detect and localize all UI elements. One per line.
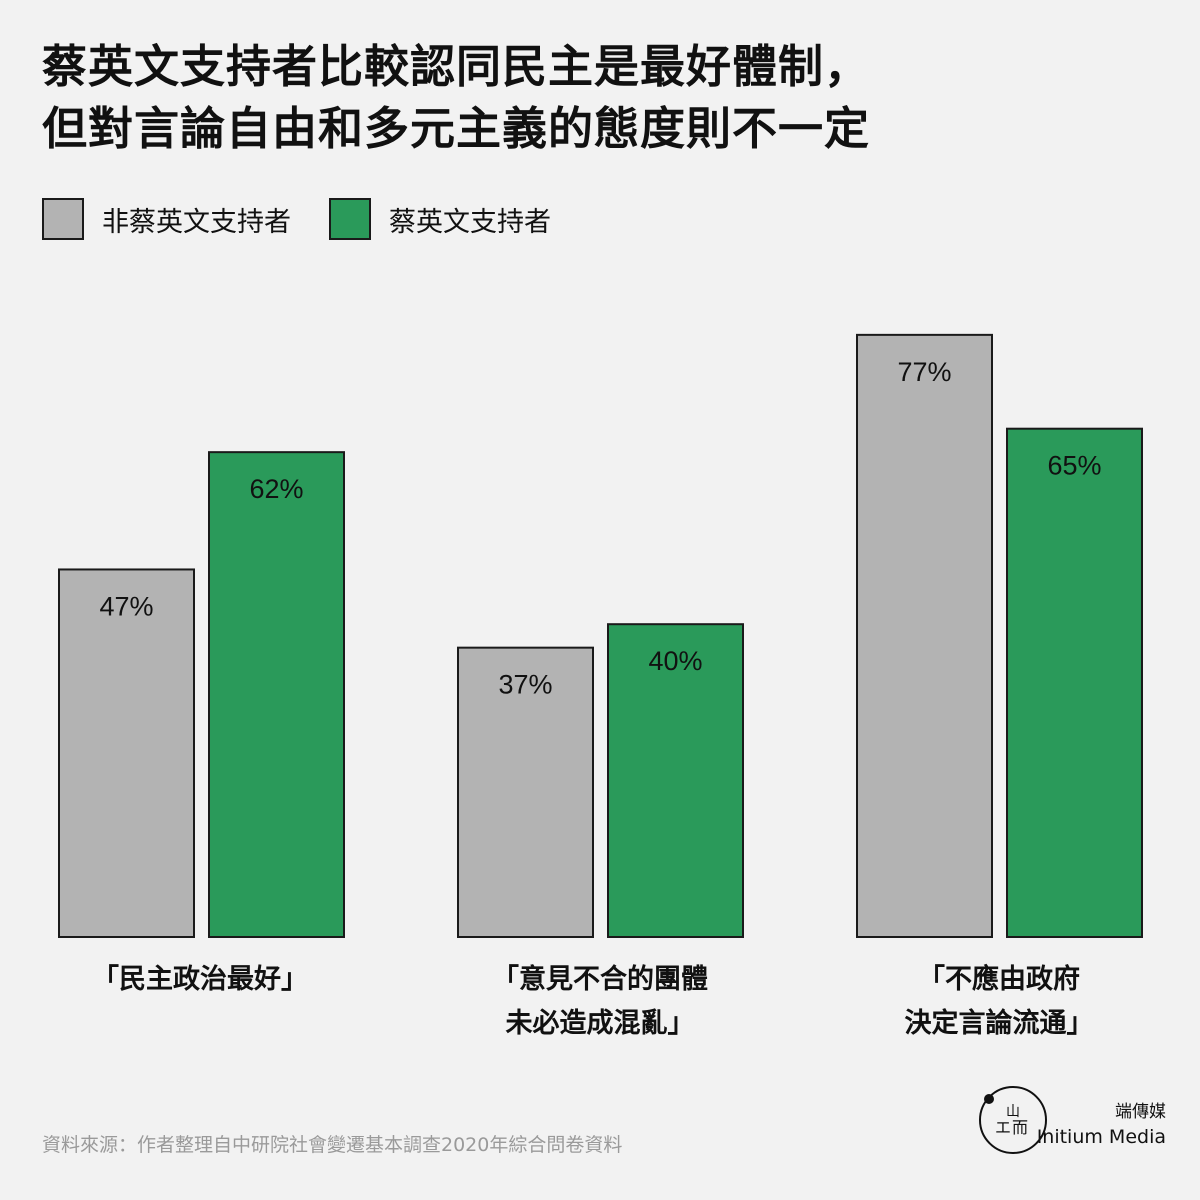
data-source: 資料來源：作者整理自中研院社會變遷基本調查2020年綜合問卷資料 <box>42 1134 623 1156</box>
bar-series-1-category-1 <box>58 568 195 938</box>
legend-label-supporters: 蔡英文支持者 <box>389 206 551 238</box>
title-line-1: 蔡英文支持者比較認同民主是最好體制， <box>42 40 871 93</box>
category-label-3: 「不應由政府 決定言論流通」 <box>849 958 1149 1046</box>
value-label-series-1-category-2: 37% <box>498 670 552 700</box>
logo-glyph-top: 山 <box>1006 1104 1020 1120</box>
category-label-2: 「意見不合的團體 未必造成混亂」 <box>450 958 750 1046</box>
legend-item-non-supporters: 非蔡英文支持者 <box>42 198 291 240</box>
bar-series-1-category-3 <box>856 333 993 939</box>
category-label-3-line-1: 「不應由政府 <box>918 964 1080 995</box>
title-line-2: 但對言論自由和多元主義的態度則不一定 <box>42 102 871 155</box>
legend-swatch-non-supporters <box>42 198 84 240</box>
value-label-series-1-category-3: 77% <box>897 357 951 387</box>
bar-series-1-category-2 <box>457 646 594 938</box>
value-label-series-2-category-2: 40% <box>648 646 702 676</box>
category-label-3-line-2: 決定言論流通」 <box>904 1008 1094 1039</box>
value-label-series-2-category-1: 62% <box>249 474 303 504</box>
bar-series-2-category-1 <box>208 451 345 938</box>
legend-swatch-supporters <box>329 198 371 240</box>
brand-name-zh: 端傳媒 <box>1115 1102 1166 1122</box>
value-label-series-1-category-1: 47% <box>99 591 153 621</box>
chart-title: 蔡英文支持者比較認同民主是最好體制， 但對言論自由和多元主義的態度則不一定 <box>42 36 1162 160</box>
legend-item-supporters: 蔡英文支持者 <box>329 198 551 240</box>
initium-logo-icon: 山 エ 而 <box>979 1086 1047 1154</box>
legend-label-non-supporters: 非蔡英文支持者 <box>102 206 291 238</box>
category-label-2-line-1: 「意見不合的團體 <box>492 964 708 995</box>
logo-glyph-right: 而 <box>1012 1118 1028 1137</box>
bar-chart: 47% 37% 77% 62% 40% 65% <box>58 333 1143 939</box>
brand-name-en: Initium Media <box>1036 1126 1166 1148</box>
legend: 非蔡英文支持者 蔡英文支持者 <box>42 196 589 242</box>
bar-series-2-category-3 <box>1006 427 1143 938</box>
bar-series-2-category-2 <box>607 623 744 938</box>
category-label-2-line-2: 未必造成混亂」 <box>505 1008 695 1039</box>
value-label-series-2-category-3: 65% <box>1047 451 1101 481</box>
logo-glyph-left: エ <box>995 1118 1011 1137</box>
category-label-1-line-1: 「民主政治最好」 <box>92 964 308 995</box>
category-label-1: 「民主政治最好」 <box>50 958 350 1002</box>
brand[interactable]: 山 エ 而 端傳媒 Initium Media <box>978 1085 1168 1165</box>
